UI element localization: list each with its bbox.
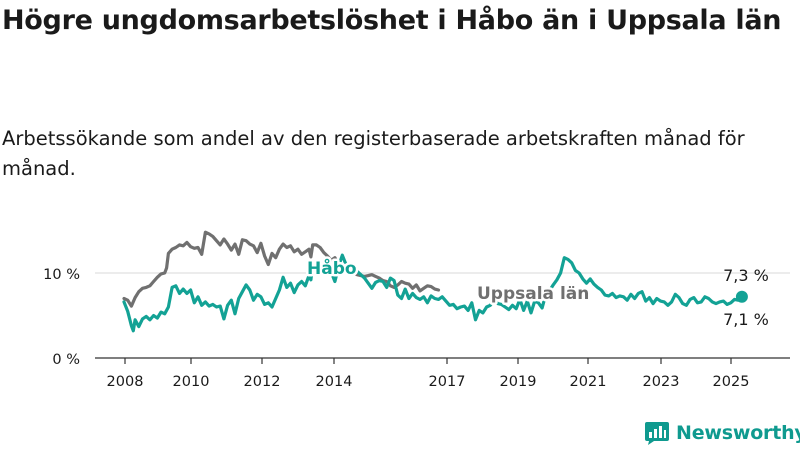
x-tick-label: 2019	[500, 374, 537, 390]
y-tick-label: 10 %	[43, 267, 80, 283]
x-tick-label: 2023	[643, 374, 680, 390]
x-tick-label: 2021	[570, 374, 607, 390]
series-label-uppsala: Uppsala län	[477, 284, 589, 304]
bar-chart-logo-icon	[645, 422, 669, 445]
x-tick-label: 2025	[713, 374, 750, 390]
series-line-habo	[122, 253, 744, 333]
end-marker-habo	[735, 290, 748, 303]
x-tick-label: 2017	[429, 374, 466, 390]
end-value-label-habo: 7,3 %	[723, 266, 769, 285]
page-title: Högre ungdomsarbetslöshet i Håbo än i Up…	[2, 5, 782, 36]
brand-logo[interactable]: Newsworthy	[644, 420, 800, 446]
y-tick-label: 0 %	[52, 352, 80, 368]
brand-name: Newsworthy	[676, 422, 800, 444]
x-tick-label: 2008	[107, 374, 144, 390]
end-value-label-uppsala: 7,1 %	[723, 310, 769, 329]
x-tick-label: 2010	[173, 374, 210, 390]
x-tick-label: 2014	[316, 374, 353, 390]
chart-subtitle: Arbetssökande som andel av den registerb…	[2, 127, 745, 180]
series-label-habo: Håbo	[307, 257, 357, 279]
x-tick-label: 2012	[244, 374, 281, 390]
series-line-uppsala	[122, 230, 441, 308]
